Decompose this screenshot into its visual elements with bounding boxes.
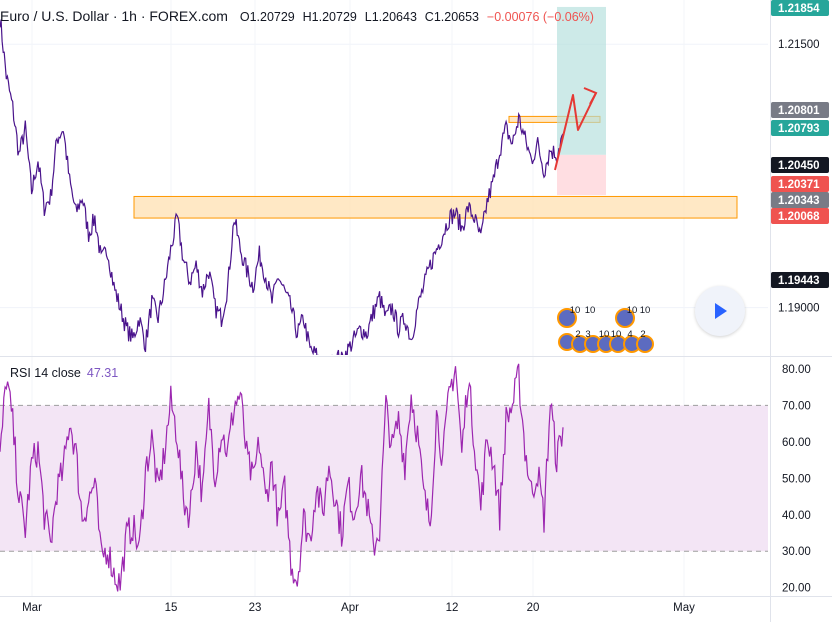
- play-button[interactable]: [695, 286, 745, 336]
- rsi-tick-label: 20.00: [782, 583, 811, 595]
- event-count: 10: [627, 305, 638, 316]
- event-count: 10: [611, 329, 622, 340]
- symbol-title[interactable]: Euro / U.S. Dollar · 1h · FOREX.com: [0, 8, 228, 24]
- ohlc-close-value: C1.20653: [424, 10, 480, 24]
- ohlc-close: C1.20653: [425, 10, 479, 24]
- ohlc-change-value: −0.00076 (−0.06%): [486, 10, 594, 24]
- event-count: 10: [640, 305, 651, 316]
- x-tick-label: 15: [165, 602, 178, 614]
- price-line: [0, 19, 564, 355]
- rsi-tick-label: 80.00: [782, 364, 811, 376]
- rsi-tick-label: 40.00: [782, 510, 811, 522]
- forecast-arrowhead: [583, 87, 598, 105]
- price-label-bg: [771, 176, 829, 192]
- price-label: 1.20068: [778, 211, 820, 223]
- rsi-tick-label: 50.00: [782, 473, 811, 485]
- rsi-series: [0, 363, 564, 592]
- price-label-bg: [771, 120, 829, 136]
- x-tick-label: 23: [249, 602, 262, 614]
- event-marker: [557, 308, 577, 328]
- x-tick-label: 12: [446, 602, 459, 614]
- rsi-tick-label: 60.00: [782, 437, 811, 449]
- price-label-bg: [771, 0, 829, 16]
- rsi-legend[interactable]: RSI 14 close 47.31: [10, 366, 118, 380]
- price-label: 1.20450: [778, 160, 820, 172]
- play-icon: [715, 303, 727, 319]
- event-count: 3: [585, 329, 590, 340]
- rsi-tick-label: 70.00: [782, 400, 811, 412]
- price-label-bg: [771, 208, 829, 224]
- ohlc-high-value: H1.20729: [302, 10, 357, 24]
- event-marker: [636, 335, 654, 353]
- y-tick-label: 1.21500: [778, 39, 820, 51]
- x-tick-label: 20: [527, 602, 540, 614]
- events-icon[interactable]: 10 10 10 102 3 10 10 4 2: [557, 305, 654, 353]
- event-count: 10: [585, 305, 596, 316]
- rsi-tick-label: 30.00: [782, 546, 811, 558]
- price-label: 1.21854: [778, 3, 820, 15]
- ohlc-high: H1.20729: [303, 10, 357, 24]
- x-tick-label: May: [673, 602, 695, 614]
- price-label-bg: [771, 157, 829, 173]
- forecast-arrow: [554, 87, 598, 171]
- price-series: [0, 19, 564, 355]
- y-tick-label: 1.19000: [778, 303, 820, 315]
- stop-area: [557, 154, 606, 196]
- price-label: 1.20371: [778, 179, 820, 191]
- event-count: 10: [570, 305, 581, 316]
- event-marker: [615, 308, 635, 328]
- ohlc-open-value: O1.20729: [239, 10, 295, 24]
- rsi-label: RSI 14 close: [10, 366, 81, 380]
- price-label-bg: [771, 192, 829, 208]
- ohlc-low: L1.20643: [365, 10, 417, 24]
- position-tool: [557, 6, 606, 196]
- price-label: 1.20343: [778, 195, 820, 207]
- price-label-bg: [771, 102, 829, 118]
- ohlc-low-value: L1.20643: [364, 10, 417, 24]
- price-label-bg: [771, 272, 829, 288]
- price-labels: 1.21854 1.20801 1.20793 1.20450 1.20371 1.203…: [771, 0, 829, 288]
- rsi-line: [0, 363, 564, 592]
- forecast-path: [554, 92, 597, 171]
- event-count: 2: [640, 329, 645, 340]
- ohlc-change: −0.00076 (−0.06%): [487, 10, 594, 24]
- ohlc-open: O1.20729: [240, 10, 295, 24]
- x-tick-label: Mar: [22, 602, 42, 614]
- x-tick-label: Apr: [341, 602, 359, 614]
- event-count: 2: [575, 329, 580, 340]
- price-label: 1.20801: [778, 105, 820, 117]
- price-label: 1.20793: [778, 123, 820, 135]
- event-count: 10: [599, 329, 610, 340]
- chart-legend-header: Euro / U.S. Dollar · 1h · FOREX.com O1.2…: [0, 8, 594, 28]
- price-label: 1.19443: [778, 275, 820, 287]
- event-count: 4: [627, 329, 632, 340]
- rsi-value: 47.31: [86, 366, 119, 380]
- support-zone: [133, 195, 738, 219]
